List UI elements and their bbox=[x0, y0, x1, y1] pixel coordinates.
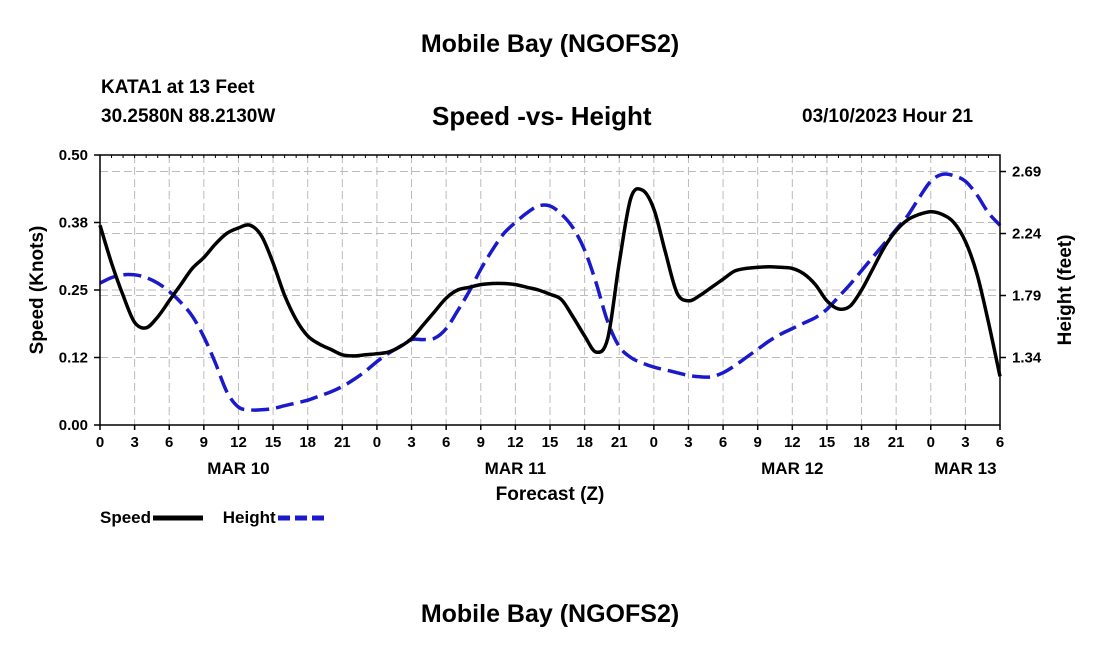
legend-swatch-speed bbox=[153, 515, 204, 521]
date-label: MAR 12 bbox=[761, 459, 823, 478]
forecast-datetime: 03/10/2023 Hour 21 bbox=[802, 106, 974, 127]
legend-label-speed: Speed bbox=[100, 508, 152, 527]
x-tick-label: 3 bbox=[684, 434, 692, 451]
legend: Speed Height bbox=[100, 508, 331, 528]
x-tick-label: 9 bbox=[477, 434, 485, 451]
y2-tick-label: 1.79 bbox=[1012, 288, 1041, 305]
x-tick-label: 3 bbox=[130, 434, 138, 451]
x-tick-label: 15 bbox=[265, 434, 282, 451]
coordinates-label: 30.2580N 88.2130W bbox=[101, 106, 276, 127]
x-tick-label: 21 bbox=[888, 434, 905, 451]
series-line-speed bbox=[98, 186, 1002, 377]
series-line-height bbox=[99, 172, 1002, 412]
x-tick-label: 15 bbox=[542, 434, 559, 451]
x-tick-label: 0 bbox=[373, 434, 381, 451]
x-tick-label: 3 bbox=[407, 434, 415, 451]
y-tick-label: 0.25 bbox=[59, 282, 88, 299]
series-layer bbox=[98, 172, 1002, 412]
station-label: KATA1 at 13 Feet bbox=[101, 77, 255, 98]
y-tick-label: 0.12 bbox=[59, 350, 88, 367]
y2-tick-label: 2.24 bbox=[1012, 226, 1042, 243]
bottom-title: Mobile Bay (NGOFS2) bbox=[420, 600, 680, 628]
legend-label-height: Height bbox=[222, 508, 276, 527]
grid-layer bbox=[100, 155, 1000, 425]
x-tick-label: 0 bbox=[96, 434, 104, 451]
x-tick-label: 18 bbox=[853, 434, 870, 451]
y-axis-label: Speed (Knots) bbox=[27, 226, 48, 355]
date-label: MAR 10 bbox=[207, 459, 269, 478]
x-tick-label: 21 bbox=[334, 434, 351, 451]
legend-swatch-height bbox=[277, 515, 328, 521]
x-tick-label: 9 bbox=[200, 434, 208, 451]
date-label: MAR 13 bbox=[934, 459, 996, 478]
x-tick-label: 6 bbox=[719, 434, 727, 451]
axis-layer: 0 3 6 9 12 15 18 21 0 3 6 9 12 15 18 21 0 3 6 9 12 15 18 21 0 3 6 0… bbox=[59, 147, 1042, 478]
x-tick-label: 0 bbox=[927, 434, 935, 451]
date-label: MAR 11 bbox=[485, 459, 546, 478]
x-tick-label: 21 bbox=[611, 434, 628, 451]
x-tick-label: 18 bbox=[576, 434, 593, 451]
x-tick-label: 12 bbox=[507, 434, 524, 451]
y-tick-label: 0.00 bbox=[59, 417, 88, 434]
x-tick-label: 12 bbox=[784, 434, 801, 451]
x-tick-label: 0 bbox=[650, 434, 658, 451]
x-tick-label: 6 bbox=[996, 434, 1004, 451]
x-tick-label: 12 bbox=[230, 434, 247, 451]
x-tick-label: 3 bbox=[961, 434, 969, 451]
x-tick-label: 18 bbox=[299, 434, 316, 451]
y2-tick-label: 1.34 bbox=[1012, 350, 1042, 367]
y2-axis-label: Height (feet) bbox=[1055, 235, 1076, 346]
x-tick-label: 15 bbox=[819, 434, 836, 451]
x-axis-label: Forecast (Z) bbox=[496, 484, 605, 505]
chart-subtitle: Speed -vs- Height bbox=[432, 101, 652, 131]
x-tick-label: 9 bbox=[754, 434, 762, 451]
x-tick-label: 6 bbox=[165, 434, 173, 451]
y-tick-label: 0.50 bbox=[59, 147, 88, 164]
page-title: Mobile Bay (NGOFS2) bbox=[420, 30, 680, 58]
y2-tick-label: 2.69 bbox=[1012, 164, 1041, 181]
y-tick-label: 0.38 bbox=[59, 215, 88, 232]
x-tick-label: 6 bbox=[442, 434, 450, 451]
